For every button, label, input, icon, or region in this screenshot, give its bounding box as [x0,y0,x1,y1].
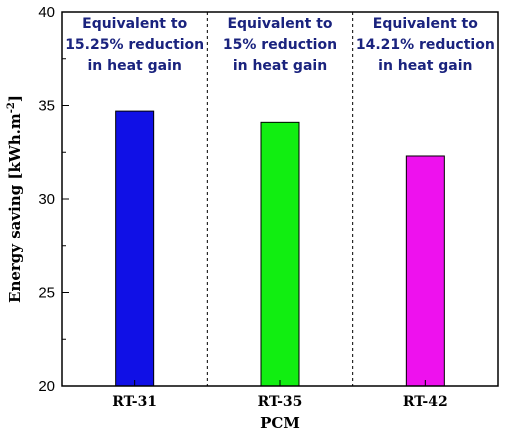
y-axis-title-main: Energy saving [kWh.m [6,113,24,303]
y-tick-label-40: 40 [38,4,55,21]
x-axis-title: PCM [260,414,300,432]
x-tick-label-rt-31: RT-31 [112,394,157,410]
annotation-2-line-3: in heat gain [233,58,327,74]
annotation-2-line-1: Equivalent to [227,16,332,32]
y-tick-label-20: 20 [38,378,55,395]
y-axis-title-close: ] [6,95,24,102]
x-tick-label-rt-35: RT-35 [258,394,303,410]
bar-rt-31 [115,110,155,387]
annotation-1-line-1: Equivalent to [82,16,187,32]
y-axis-title: Energy saving [kWh.m-2] [6,95,24,303]
annotation-3-line-3: in heat gain [378,58,472,74]
annotation-3-line-1: Equivalent to [373,16,478,32]
y-tick-label-35: 35 [38,98,55,115]
annotation-3-line-2: 14.21% reduction [356,37,495,53]
plot-area: 20 25 30 35 40 RT-31 RT-35 RT-42 Equivalent to 15… [38,4,499,410]
annotation-1-line-2: 15.25% reduction [65,37,204,53]
bar-rt-35 [260,121,300,387]
y-tick-label-30: 30 [38,191,55,208]
x-tick-label-rt-42: RT-42 [403,394,448,410]
y-axis-title-superscript: -2 [6,102,17,113]
annotation-2-line-2: 15% reduction [223,37,337,53]
annotation-1-line-3: in heat gain [87,58,181,74]
y-tick-label-25: 25 [38,285,55,302]
bar-rt-42 [405,155,445,387]
